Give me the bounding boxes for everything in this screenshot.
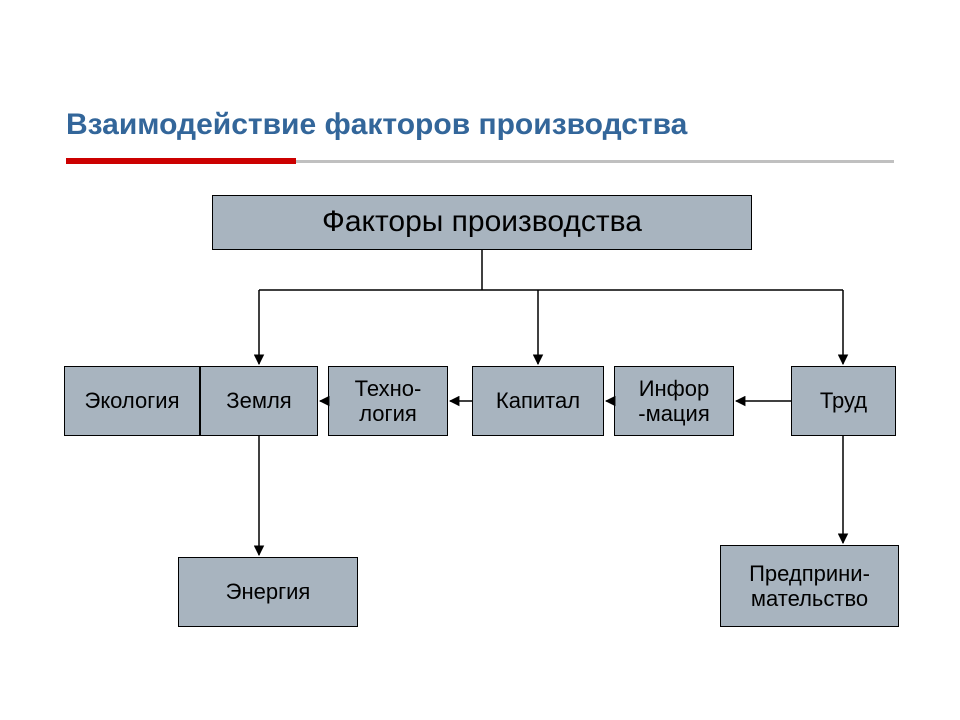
box-entrepreneurship: Предприни- мательство: [720, 545, 899, 627]
box-capital: Капитал: [472, 366, 604, 436]
box-technology: Техно- логия: [328, 366, 448, 436]
box-labor-label: Труд: [820, 388, 867, 413]
box-entrepr-label: Предприни- мательство: [749, 561, 870, 612]
title-underline-red: [66, 158, 296, 164]
box-info-label: Инфор -мация: [638, 376, 710, 427]
box-land: Земля: [200, 366, 318, 436]
box-energy-label: Энергия: [226, 579, 311, 604]
page-title: Взаимодействие факторов производства: [66, 108, 687, 142]
box-information: Инфор -мация: [614, 366, 734, 436]
box-ecology: Экология: [64, 366, 200, 436]
box-energy: Энергия: [178, 557, 358, 627]
box-ecology-label: Экология: [85, 388, 180, 413]
box-labor: Труд: [791, 366, 896, 436]
box-top-label: Факторы производства: [322, 205, 642, 240]
box-tech-label: Техно- логия: [355, 376, 422, 427]
box-capital-label: Капитал: [496, 388, 580, 413]
box-top-factors: Факторы производства: [212, 195, 752, 250]
box-land-label: Земля: [226, 388, 291, 413]
